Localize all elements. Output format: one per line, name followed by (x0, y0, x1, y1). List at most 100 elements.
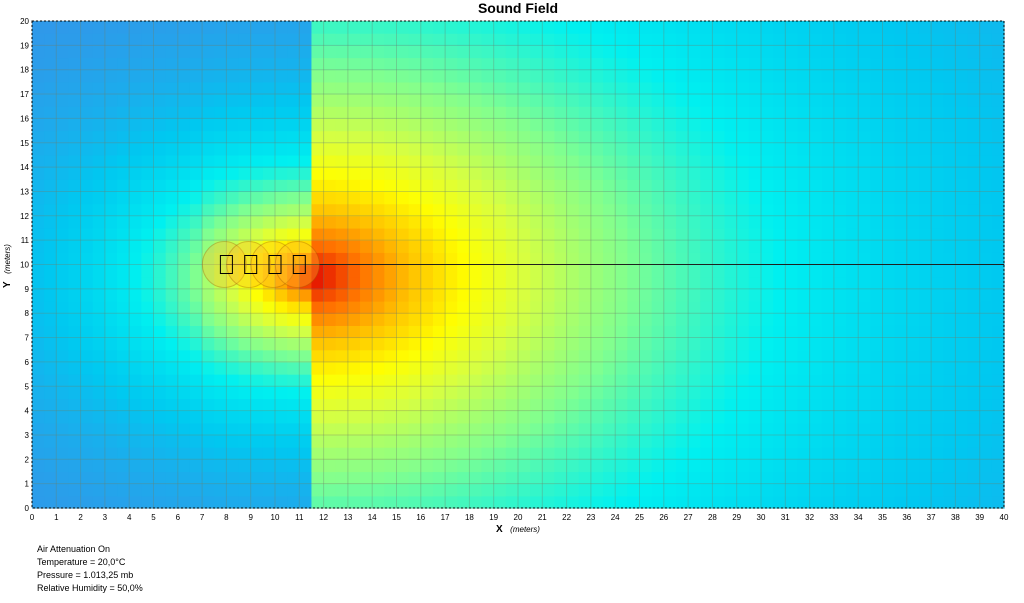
heat-cell (153, 69, 167, 83)
heat-cell (846, 361, 859, 375)
speaker-source-marker[interactable] (268, 255, 282, 274)
y-tick-label: 14 (20, 163, 29, 172)
heat-cell (858, 313, 871, 326)
heat-cell (724, 447, 738, 460)
heat-cell (761, 21, 774, 34)
heat-cell (457, 21, 470, 34)
heat-cell (748, 337, 762, 351)
heat-cell (785, 21, 799, 34)
heat-cell (262, 459, 276, 473)
heat-cell (189, 276, 203, 290)
heat-cell (918, 386, 932, 400)
speaker-source-marker[interactable] (244, 255, 258, 274)
heat-cell (238, 21, 252, 34)
heat-cell (311, 69, 325, 83)
heat-cell (894, 288, 908, 302)
heat-cell (931, 288, 944, 302)
heat-cell (275, 337, 288, 351)
heat-cell (396, 203, 410, 217)
heat-cell (785, 361, 799, 375)
heat-cell (250, 313, 264, 326)
heat-cell (238, 471, 252, 485)
y-tick-label: 2 (25, 455, 30, 464)
heat-cell (80, 459, 94, 473)
heat-cell (432, 94, 446, 107)
heat-cell (809, 276, 823, 290)
heat-cell (335, 447, 349, 460)
speaker-source-marker[interactable] (292, 255, 306, 274)
heat-cell (906, 398, 920, 412)
heat-cell (202, 130, 215, 144)
heat-cell (882, 264, 896, 278)
heat-cell (785, 410, 799, 424)
heat-cell (505, 142, 519, 156)
heat-cell (117, 447, 130, 460)
heat-cell (408, 264, 422, 278)
heat-cell (68, 422, 82, 436)
heat-cell (445, 374, 458, 387)
heat-cell (445, 313, 458, 326)
heat-cell (226, 410, 240, 424)
heat-cell (833, 240, 847, 253)
heat-cell (177, 203, 191, 217)
heat-cell (481, 386, 495, 400)
heat-cell (457, 495, 470, 509)
heat-cell (955, 227, 969, 241)
heat-cell (906, 386, 920, 400)
heat-cell (141, 459, 155, 473)
heat-cell (165, 264, 179, 278)
heat-cell (578, 69, 592, 83)
heat-cell (68, 227, 82, 241)
heat-cell (189, 252, 203, 266)
heat-cell (165, 434, 179, 448)
heat-cell (189, 215, 203, 229)
heat-cell (991, 191, 1005, 205)
heat-cell (846, 191, 859, 205)
heat-cell (56, 374, 70, 387)
x-tick-label: 7 (200, 513, 205, 522)
heat-cell (991, 434, 1005, 448)
heat-cell (906, 240, 920, 253)
heat-cell (554, 240, 568, 253)
heat-cell (250, 337, 264, 351)
heat-cell (262, 33, 276, 46)
heat-cell (104, 215, 118, 229)
heat-cell (408, 495, 422, 509)
heat-cell (566, 33, 580, 46)
heat-cell (700, 410, 713, 424)
heat-cell (603, 434, 616, 448)
heat-cell (80, 337, 94, 351)
heat-cell (724, 252, 738, 266)
heat-cell (785, 325, 799, 339)
heat-cell (32, 167, 45, 180)
heat-cell (748, 33, 762, 46)
heat-cell (736, 240, 750, 253)
heat-cell (104, 264, 118, 278)
heat-cell (262, 45, 276, 59)
heat-cell (226, 398, 240, 412)
heat-cell (603, 349, 616, 363)
heat-cell (347, 167, 361, 180)
heat-cell (651, 337, 665, 351)
heat-cell (627, 154, 641, 168)
heat-cell (287, 94, 300, 107)
heat-cell (700, 57, 713, 71)
heat-cell (991, 45, 1005, 59)
heat-cell (396, 81, 410, 95)
heat-cell (129, 203, 142, 217)
heat-cell (432, 325, 446, 339)
heat-cell (542, 191, 556, 205)
heat-cell (615, 118, 628, 132)
heat-cell (275, 301, 288, 314)
heat-cell (603, 203, 616, 217)
heat-cell (68, 252, 82, 266)
speaker-source-marker[interactable] (219, 255, 233, 274)
heat-cell (773, 142, 786, 156)
heat-cell (809, 495, 823, 509)
heat-cell (663, 203, 677, 217)
heat-cell (420, 21, 434, 34)
heat-cell (214, 215, 227, 229)
heat-cell (372, 179, 385, 193)
heat-cell (979, 288, 993, 302)
heat-cell (651, 240, 665, 253)
